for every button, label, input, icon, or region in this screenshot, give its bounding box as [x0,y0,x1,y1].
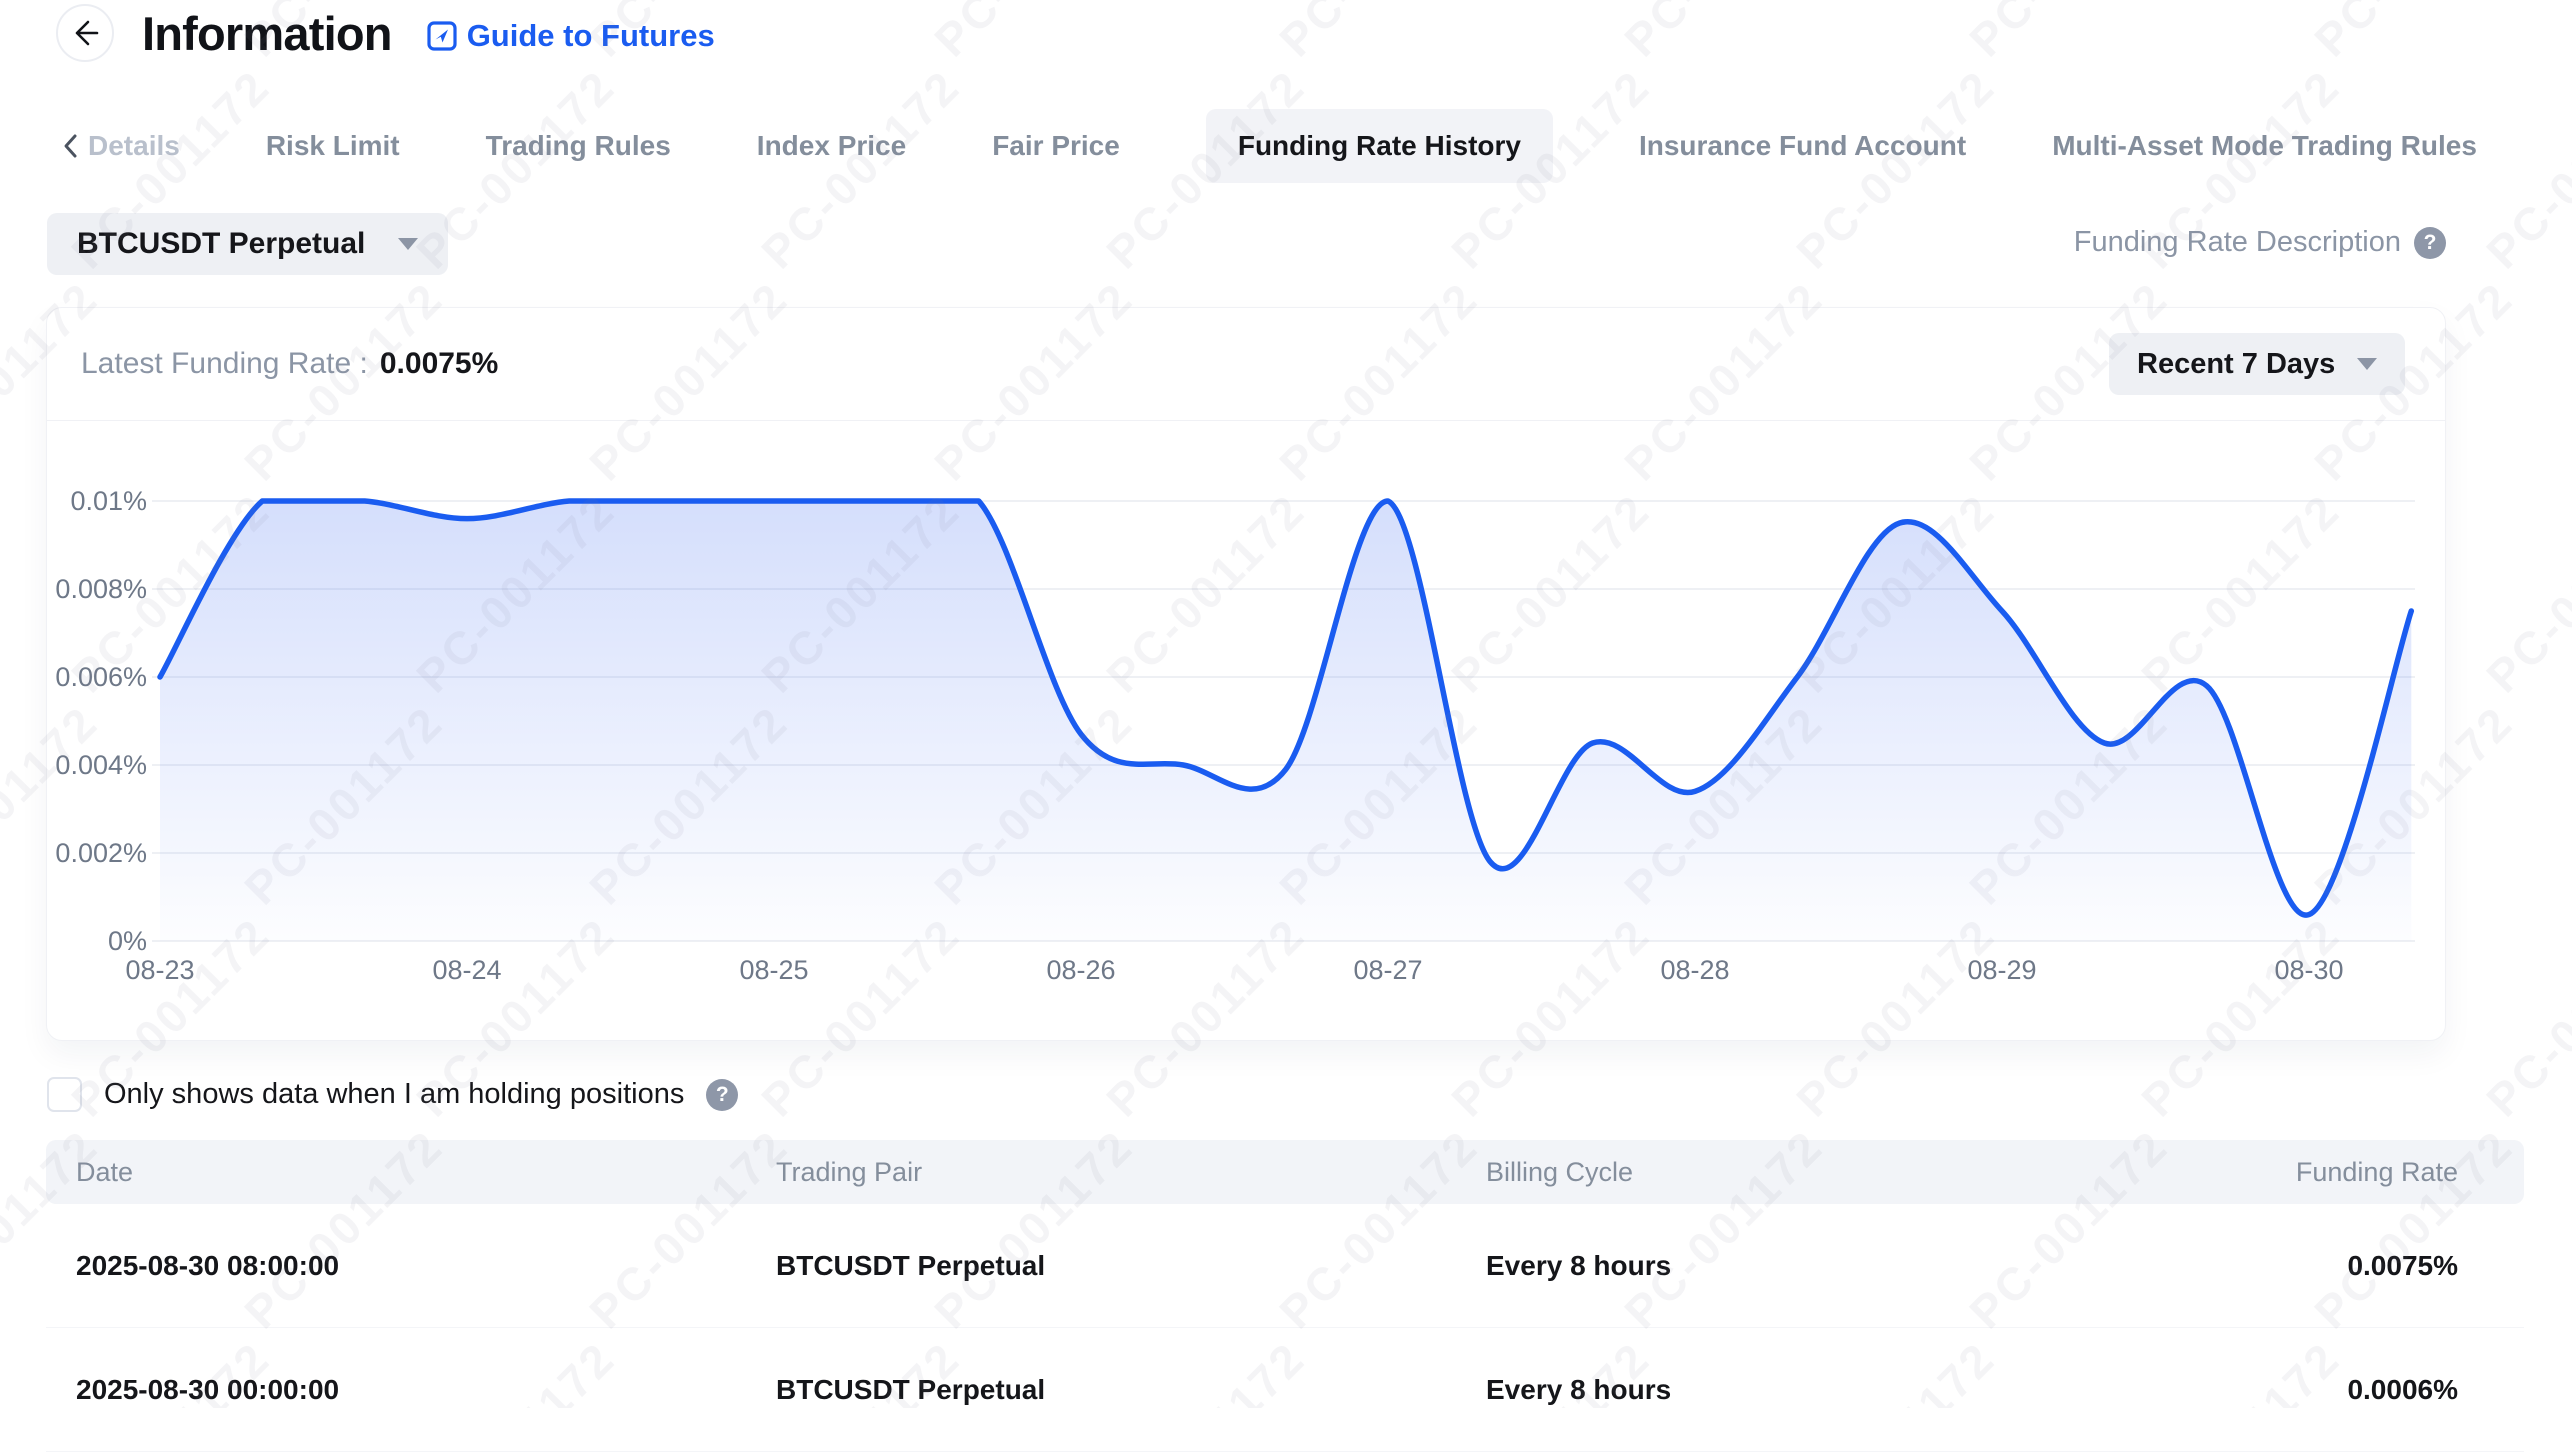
funding-rate-chart: 0.01% 0.008% 0.006% 0.004% 0.002% 0%08-23 08-2… [55,486,2415,985]
table-header-row: Date Trading Pair Billing Cycle Funding Rat… [46,1140,2524,1204]
table-header-cell: Trading Pair [776,1156,923,1187]
back-arrow-icon [75,20,99,46]
table-header-cell: Date [76,1156,134,1187]
x-axis-tick-label: 08-26 [1046,955,1115,985]
table-row: 2025-08-30 00:00:00 BTCUSDT Perpetual Ever… [46,1328,2524,1452]
tab-trading-rules[interactable]: Trading Rules [486,130,671,162]
page-header: Information Guide to Futures [56,4,715,62]
y-axis-tick-label: 0.004% [55,750,147,780]
tab-details[interactable]: Details [62,130,180,162]
tab-label: Risk Limit [265,130,400,161]
trading-pair-value: BTCUSDT Perpetual [77,227,366,260]
funding-rate-description-link[interactable]: Funding Rate Description ? [2074,226,2446,259]
watermark-text: PC-001172 [924,0,1144,67]
guide-book-icon [427,21,457,51]
watermark-text: PC-001172 [1614,0,1834,67]
date-range-value: Recent 7 Days [2137,347,2336,380]
latest-funding-rate-value: 0.0075% [379,347,499,380]
table-cell: Every 8 hours [1486,1373,1672,1405]
funding-rate-description-label: Funding Rate Description [2073,226,2401,258]
table-header-cell: Funding Rate [2295,1156,2458,1187]
tab-label: Fair Price [992,130,1120,161]
funding-rate-area [160,501,2412,941]
funding-rate-table: Date Trading Pair Billing Cycle Funding Rat… [46,1140,2524,1452]
tab-bar: Details Risk Limit Trading Rules Index Pric… [62,109,2477,183]
chevron-down-icon [2357,358,2377,370]
table-cell: BTCUSDT Perpetual [776,1373,1046,1405]
guide-link-label: Guide to Futures [466,18,715,53]
table-cell: 2025-08-30 00:00:00 [76,1373,340,1405]
latest-funding-rate: Latest Funding Rate : 0.0075% [81,347,498,381]
table-cell: 0.0006% [2347,1373,2458,1405]
y-axis-tick-label: 0.002% [55,838,147,868]
watermark-text: PC-001172 [2476,483,2572,703]
x-axis-tick-label: 08-23 [125,955,194,985]
x-axis-tick-label: 08-28 [1660,955,1729,985]
y-axis-tick-label: 0.006% [55,662,147,692]
watermark-text: PC-001172 [1959,0,2179,67]
question-mark-icon: ? [706,1078,739,1111]
chevron-down-icon [398,238,418,250]
x-axis-tick-label: 08-24 [432,955,501,985]
chevron-left-icon [64,134,77,158]
page-title: Information [142,6,392,60]
x-axis-tick-label: 08-30 [2274,955,2343,985]
table-cell: 2025-08-30 08:00:00 [76,1249,340,1281]
tab-label: Multi-Asset Mode Trading Rules [2052,130,2477,161]
question-mark-icon: ? [2414,226,2446,259]
holdings-filter-row: Only shows data when I am holding positi… [47,1077,739,1112]
chart-card-header: Latest Funding Rate : 0.0075% Recent 7 D… [47,308,2445,421]
tab-risk-limit[interactable]: Risk Limit [266,130,400,162]
table-cell: BTCUSDT Perpetual [776,1249,1046,1281]
watermark-text: PC-001172 [2476,59,2572,279]
table-cell: 0.0075% [2347,1249,2458,1281]
x-axis-tick-label: 08-27 [1353,955,1422,985]
table-body: 2025-08-30 08:00:00 BTCUSDT Perpetual Ever… [46,1204,2524,1452]
table-header-cell: Billing Cycle [1486,1156,1634,1187]
back-button[interactable] [56,4,114,62]
funding-rate-line [157,498,2415,918]
trading-pair-select[interactable]: BTCUSDT Perpetual [47,213,448,275]
tab-label: Trading Rules [485,130,671,161]
tab-label: Funding Rate History [1237,130,1521,161]
tab-insurance-fund-account[interactable]: Insurance Fund Account [1639,130,1966,162]
tab-label: Index Price [756,130,907,161]
guide-to-futures-link[interactable]: Guide to Futures [426,18,715,54]
x-axis-tick-label: 08-25 [739,955,808,985]
holdings-filter-label: Only shows data when I am holding positi… [104,1078,685,1110]
tab-fair-price[interactable]: Fair Price [992,130,1120,162]
holdings-filter-checkbox[interactable] [47,1077,82,1112]
watermark-text: PC-001172 [1269,0,1489,67]
y-axis-tick-label: 0.01% [70,486,147,516]
tab-label: Details [88,130,180,161]
date-range-select[interactable]: Recent 7 Days [2109,333,2405,395]
latest-funding-rate-label: Latest Funding Rate : [81,347,368,380]
funding-rate-chart-card: Latest Funding Rate : 0.0075% Recent 7 D… [46,307,2446,1041]
table-row: 2025-08-30 08:00:00 BTCUSDT Perpetual Ever… [46,1204,2524,1328]
y-axis-tick-label: 0% [108,926,147,956]
table-cell: Every 8 hours [1486,1249,1672,1281]
y-axis-tick-label: 0.008% [55,574,147,604]
tab-funding-rate-history[interactable]: Funding Rate History [1205,109,1553,183]
tab-label: Insurance Fund Account [1638,130,1967,161]
x-axis-tick-label: 08-29 [1967,955,2036,985]
tab-index-price[interactable]: Index Price [757,130,906,162]
watermark-text: PC-001172 [2304,0,2524,67]
watermark-text: PC-001172 [2476,907,2572,1127]
tab-multi-asset-mode-trading-rules[interactable]: Multi-Asset Mode Trading Rules [2052,130,2477,162]
